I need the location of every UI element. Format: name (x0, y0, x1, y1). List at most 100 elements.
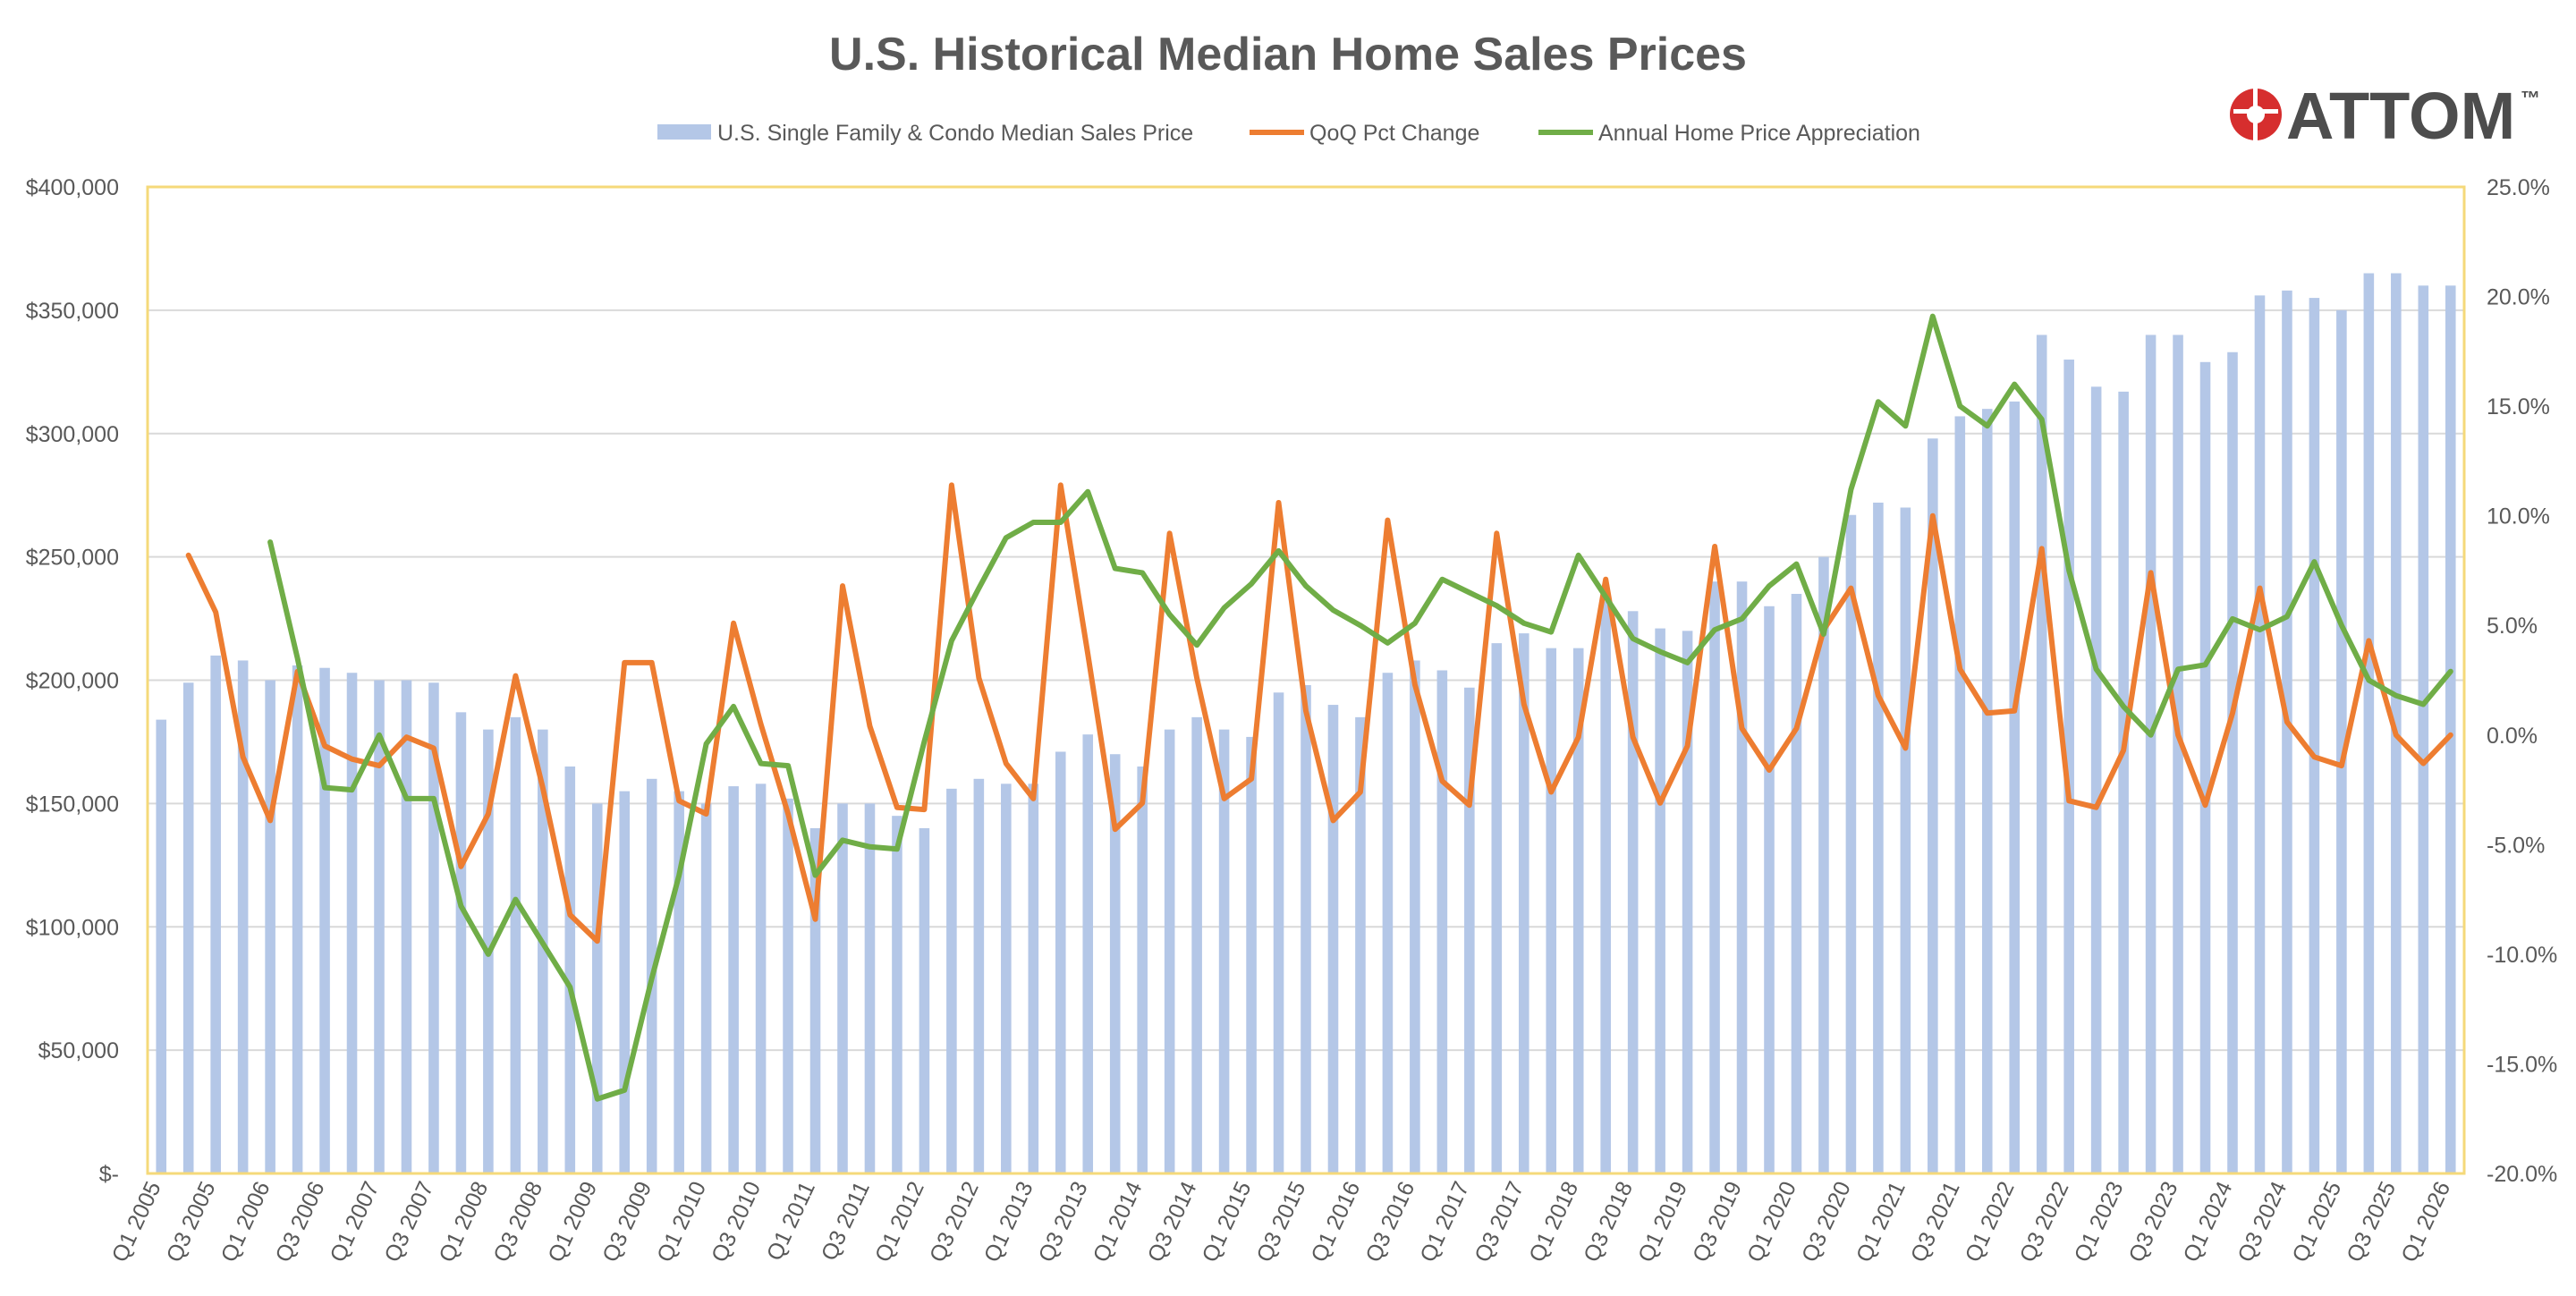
attom-logo-wordmark: ATTOM (2286, 79, 2515, 153)
bar (1764, 606, 1775, 1173)
bar (510, 716, 521, 1173)
bar (946, 788, 957, 1173)
bar (837, 803, 848, 1173)
bar (1055, 751, 1066, 1173)
bar (374, 680, 385, 1173)
bar (1518, 633, 1530, 1173)
bar (156, 719, 167, 1173)
bar (1627, 611, 1639, 1173)
y-right-tick-label: -20.0% (2487, 1162, 2557, 1187)
y-right-tick-label: -15.0% (2487, 1052, 2557, 1077)
bar (2199, 361, 2211, 1174)
bar (619, 791, 631, 1173)
legend: U.S. Single Family & Condo Median Sales … (657, 121, 1920, 146)
y-axis-left: $- $50,000 $100,000 $150,000 $200,000 $250,00… (26, 175, 119, 1187)
bar (783, 798, 793, 1173)
bar (1900, 507, 1911, 1173)
y-right-tick-label: 0.0% (2487, 724, 2538, 749)
bar (591, 803, 603, 1173)
bar (755, 784, 767, 1173)
y-right-tick-label: 15.0% (2487, 394, 2550, 419)
chart-title: U.S. Historical Median Home Sales Prices (829, 29, 1747, 80)
bar (728, 786, 739, 1173)
legend-label-qoq: QoQ Pct Change (1309, 121, 1479, 146)
bar (2391, 273, 2402, 1173)
bar (1709, 581, 1720, 1173)
bar (346, 673, 358, 1173)
bar (1954, 416, 1966, 1173)
bar (2063, 360, 2074, 1173)
bar (1464, 687, 1475, 1173)
attom-logo-mark (2230, 89, 2282, 140)
bar (1246, 736, 1257, 1173)
bar (1491, 643, 1503, 1173)
bar (2282, 290, 2292, 1173)
legend-swatch-bars (657, 124, 711, 140)
bar (1655, 628, 1665, 1173)
y-right-tick-label: 20.0% (2487, 285, 2550, 310)
bar (1355, 716, 1366, 1173)
bar (1928, 438, 1938, 1173)
y-left-tick-label: $150,000 (26, 792, 119, 817)
bar (1981, 409, 1993, 1173)
bar (700, 803, 712, 1173)
bar (428, 682, 439, 1173)
bar (455, 712, 467, 1173)
bar (1028, 784, 1039, 1173)
bar (2309, 298, 2320, 1173)
bar (2118, 391, 2129, 1173)
bar (1082, 734, 1094, 1173)
bar (1164, 729, 1175, 1173)
bar (182, 682, 194, 1173)
qoq-line (185, 482, 2453, 944)
annual-appreciation-line (267, 313, 2453, 1102)
bar (319, 667, 330, 1173)
bar (2363, 273, 2375, 1173)
y-left-tick-label: $200,000 (26, 669, 119, 694)
bar (1873, 502, 1884, 1173)
bar (1736, 581, 1748, 1173)
bar (1436, 670, 1448, 1173)
plot-area-border (146, 185, 2466, 1175)
y-left-tick-label: $400,000 (26, 175, 119, 200)
bar (538, 729, 548, 1173)
y-right-tick-label: -5.0% (2487, 833, 2545, 858)
bar (401, 680, 412, 1173)
y-left-tick-label: $50,000 (38, 1038, 119, 1063)
y-right-tick-label: 25.0% (2487, 175, 2550, 200)
y-left-tick-label: $300,000 (26, 422, 119, 447)
bar (292, 665, 303, 1173)
line-series (185, 313, 2453, 1102)
bar (2036, 335, 2047, 1173)
bar (1301, 685, 1311, 1173)
bar (809, 827, 821, 1173)
bar (1682, 631, 1693, 1173)
attom-logo-trademark: ™ (2521, 87, 2540, 109)
bar (2418, 285, 2429, 1173)
bar (1600, 601, 1611, 1173)
bar (2254, 295, 2266, 1174)
bar-series (156, 273, 2456, 1174)
bar (1572, 648, 1584, 1173)
bar (2227, 352, 2238, 1173)
bar (2145, 335, 2157, 1173)
bar (1218, 729, 1230, 1173)
bar (1818, 556, 1829, 1173)
bar (1845, 514, 1857, 1173)
bar (2445, 285, 2456, 1173)
y-right-tick-label: -10.0% (2487, 943, 2557, 968)
bar (1109, 754, 1121, 1173)
bar (1191, 716, 1202, 1173)
bar (973, 778, 985, 1173)
bar (892, 816, 902, 1173)
legend-label-bars: U.S. Single Family & Condo Median Sales … (717, 121, 1193, 146)
bar (1546, 648, 1557, 1173)
legend-label-annual: Annual Home Price Appreciation (1598, 121, 1920, 146)
bar (564, 767, 576, 1173)
y-left-tick-label: $- (99, 1162, 119, 1187)
bar (1791, 593, 1802, 1173)
bar (1382, 673, 1394, 1173)
y-axis-right: -20.0% -15.0% -10.0% -5.0% 0.0% 5.0% 10.0% 15.0… (2487, 175, 2557, 1187)
